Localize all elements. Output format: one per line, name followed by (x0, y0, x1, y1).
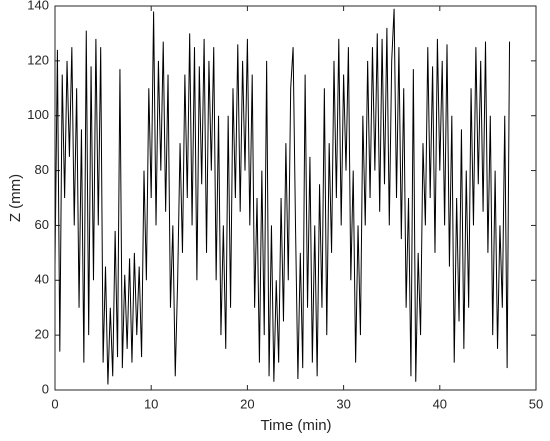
data-line (54, 8, 511, 385)
y-tick-label: 140 (27, 0, 49, 12)
x-tick-label: 30 (336, 396, 350, 411)
x-tick-label: 10 (144, 396, 158, 411)
y-tick-label: 120 (27, 52, 49, 67)
y-tick-label: 0 (42, 381, 49, 396)
y-tick-label: 100 (27, 107, 49, 122)
y-tick-label: 20 (35, 327, 49, 342)
x-tick-label: 50 (529, 396, 543, 411)
plot-frame (54, 5, 537, 391)
y-tick-label: 80 (35, 162, 49, 177)
x-tick-label: 40 (433, 396, 447, 411)
y-tick-label: 40 (35, 272, 49, 287)
x-tick-label: 20 (240, 396, 254, 411)
y-axis-label: Z (mm) (7, 174, 24, 222)
x-axis-label: Time (min) (260, 417, 331, 434)
x-tick-label: 0 (51, 396, 58, 411)
y-tick-label: 60 (35, 217, 49, 232)
